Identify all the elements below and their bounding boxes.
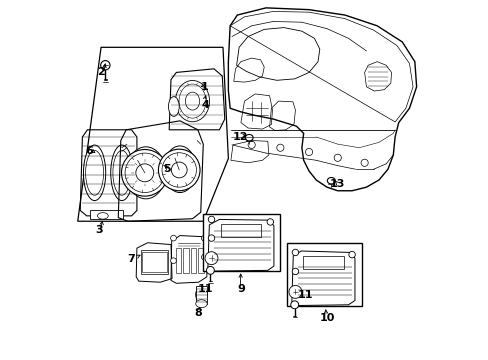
Text: 13: 13 <box>329 179 345 189</box>
Text: 11: 11 <box>197 284 212 294</box>
Circle shape <box>360 159 367 166</box>
Circle shape <box>247 141 255 148</box>
Ellipse shape <box>97 213 108 219</box>
Circle shape <box>348 251 355 258</box>
Bar <box>198 248 203 273</box>
Text: 11: 11 <box>297 290 313 300</box>
Ellipse shape <box>85 150 103 195</box>
Circle shape <box>292 268 298 275</box>
Text: 5: 5 <box>163 164 171 174</box>
Ellipse shape <box>185 92 199 110</box>
Circle shape <box>204 252 218 265</box>
Ellipse shape <box>195 300 207 308</box>
Circle shape <box>292 249 298 256</box>
Circle shape <box>136 164 153 182</box>
Bar <box>140 249 168 274</box>
Ellipse shape <box>166 150 193 189</box>
Text: 7: 7 <box>127 254 135 264</box>
Ellipse shape <box>126 147 165 199</box>
Ellipse shape <box>163 146 196 193</box>
Circle shape <box>201 235 207 241</box>
Circle shape <box>171 162 187 178</box>
Circle shape <box>290 301 298 309</box>
Bar <box>142 252 166 272</box>
Circle shape <box>162 153 196 187</box>
Circle shape <box>201 254 207 260</box>
Circle shape <box>206 266 214 274</box>
Ellipse shape <box>195 287 207 303</box>
Circle shape <box>305 148 312 156</box>
Text: 8: 8 <box>194 308 202 318</box>
Circle shape <box>288 285 301 298</box>
Bar <box>90 211 122 220</box>
Ellipse shape <box>129 151 162 194</box>
Circle shape <box>121 149 168 196</box>
Ellipse shape <box>113 150 131 195</box>
Circle shape <box>170 235 176 241</box>
Bar <box>183 248 188 273</box>
Ellipse shape <box>179 84 205 118</box>
Bar <box>175 248 181 273</box>
Text: 1: 1 <box>201 82 208 92</box>
Bar <box>302 256 343 269</box>
Text: 4: 4 <box>201 100 208 110</box>
Circle shape <box>266 219 273 225</box>
Circle shape <box>208 235 214 241</box>
Circle shape <box>208 216 214 223</box>
Circle shape <box>170 258 176 264</box>
Ellipse shape <box>168 96 179 116</box>
Bar <box>203 214 280 271</box>
Text: 9: 9 <box>237 284 244 294</box>
Bar <box>195 286 207 304</box>
Ellipse shape <box>244 134 253 141</box>
Circle shape <box>158 149 200 191</box>
Text: 12: 12 <box>233 132 248 142</box>
Bar <box>221 224 260 237</box>
Ellipse shape <box>110 145 133 201</box>
Bar <box>286 243 362 306</box>
Ellipse shape <box>175 81 209 122</box>
Bar <box>190 248 196 273</box>
Text: 3: 3 <box>95 225 103 235</box>
Circle shape <box>125 153 164 193</box>
Ellipse shape <box>326 177 335 184</box>
Circle shape <box>333 154 341 161</box>
Text: 6: 6 <box>85 146 93 156</box>
Text: 10: 10 <box>319 313 334 323</box>
Ellipse shape <box>83 145 105 201</box>
Text: 2: 2 <box>97 67 105 77</box>
Circle shape <box>276 144 284 151</box>
Circle shape <box>101 60 110 70</box>
